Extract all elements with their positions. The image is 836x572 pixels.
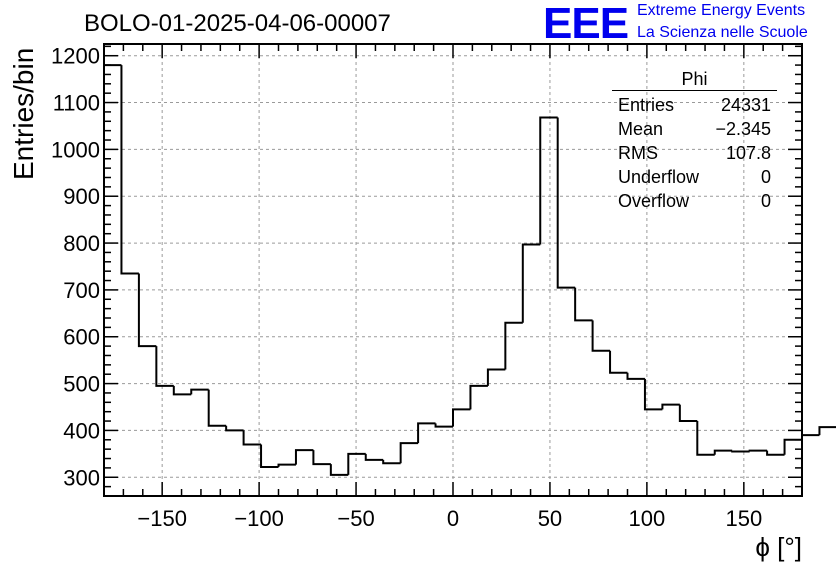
y-tick-label: 900 <box>63 184 100 209</box>
stats-row-mean: Mean −2.345 <box>612 117 777 141</box>
y-tick-label: 500 <box>63 372 100 397</box>
stats-label: Mean <box>618 119 664 139</box>
stats-value: 0 <box>760 167 771 187</box>
stats-row-underflow: Underflow 0 <box>612 165 777 189</box>
x-tick-label: −50 <box>337 506 374 531</box>
histogram-bin <box>521 243 541 323</box>
histogram-bin <box>556 117 576 289</box>
logo-line-1: Extreme Energy Events <box>637 2 806 19</box>
y-tick-label: 1000 <box>51 137 100 162</box>
histogram-bin <box>539 116 558 245</box>
x-tick-label: −150 <box>137 506 187 531</box>
histogram-bin <box>329 464 349 476</box>
histogram-bin <box>312 450 331 466</box>
histogram-bin <box>225 425 244 432</box>
histogram-bin <box>486 368 506 386</box>
stats-value: 24331 <box>720 95 771 115</box>
histogram-bin <box>469 384 488 410</box>
histogram-bin <box>661 403 680 410</box>
histogram-bin <box>643 378 663 411</box>
stats-box: Phi Entries 24331 Mean −2.345 RMS 107.8 … <box>612 68 777 213</box>
stats-row-entries: Entries 24331 <box>612 93 777 117</box>
stats-title: Phi <box>612 68 777 91</box>
histogram-bin <box>382 459 401 465</box>
y-tick-label: 1100 <box>53 91 100 116</box>
stats-label: RMS <box>618 143 658 163</box>
grid-lines <box>104 44 802 496</box>
histogram-bin <box>766 450 785 456</box>
chart-title: BOLO-01-2025-04-06-00007 <box>84 10 391 37</box>
histogram-bin <box>626 372 645 380</box>
histogram-bin <box>364 453 384 461</box>
histogram-bin <box>260 444 279 468</box>
histogram-bin <box>190 388 209 395</box>
x-tick-label: 100 <box>629 506 666 531</box>
stats-value: 107.8 <box>725 143 771 163</box>
histogram-bin <box>748 449 768 452</box>
histogram-bin <box>452 408 471 427</box>
stats-value: −2.345 <box>715 119 771 139</box>
histogram-bin <box>137 273 157 348</box>
x-tick-label: 50 <box>538 506 562 531</box>
axis-ticks <box>103 44 803 496</box>
stats-label: Underflow <box>618 167 700 187</box>
stats-label: Entries <box>618 95 675 115</box>
histogram-bin <box>294 449 314 465</box>
histogram-bin <box>399 442 419 464</box>
x-tick-label: −100 <box>234 506 284 531</box>
x-tick-label: 0 <box>447 506 459 531</box>
y-tick-label: 600 <box>63 325 100 350</box>
histogram-bars <box>104 64 836 476</box>
histogram-bin <box>713 449 733 455</box>
histogram-bin <box>242 430 262 446</box>
y-tick-label: 800 <box>63 231 100 256</box>
stats-label: Overflow <box>618 191 690 211</box>
y-tick-label: 400 <box>63 418 100 443</box>
histogram-bin <box>347 452 366 475</box>
histogram-bin <box>818 426 836 436</box>
x-axis-label: ϕ [°] <box>755 532 802 562</box>
stats-row-overflow: Overflow 0 <box>612 189 777 213</box>
histogram-bin <box>172 385 192 396</box>
histogram-bin <box>783 438 802 455</box>
stats-row-rms: RMS 107.8 <box>612 141 777 165</box>
histogram-bin <box>155 346 174 387</box>
histogram-bin <box>678 404 698 423</box>
histogram-bin <box>609 350 628 374</box>
histogram-bin <box>504 321 523 370</box>
x-tick-label: 150 <box>725 506 762 531</box>
y-axis-label: Entries/bin <box>8 47 39 180</box>
tick-labels: −150 −100 −50 0 50 100 150 300 400 500 600 700 800 90… <box>51 44 762 531</box>
histogram-bin <box>434 423 453 428</box>
histogram-bin <box>120 65 139 275</box>
logo-line-2: La Scienza nelle Scuole <box>637 24 808 41</box>
histogram-bin <box>801 434 820 440</box>
histogram-bin <box>207 389 227 427</box>
histogram-bin <box>591 320 611 352</box>
eee-logo-icon: EEE <box>543 0 629 48</box>
y-tick-label: 300 <box>63 465 100 490</box>
stats-value: 0 <box>760 191 771 211</box>
histogram-bin <box>277 463 296 467</box>
histogram-bin <box>731 450 750 453</box>
y-tick-label: 1200 <box>51 44 100 69</box>
histogram-bin <box>696 421 715 456</box>
y-tick-label: 700 <box>63 278 100 303</box>
histogram-bin <box>574 287 593 322</box>
histogram-bin <box>417 422 436 444</box>
